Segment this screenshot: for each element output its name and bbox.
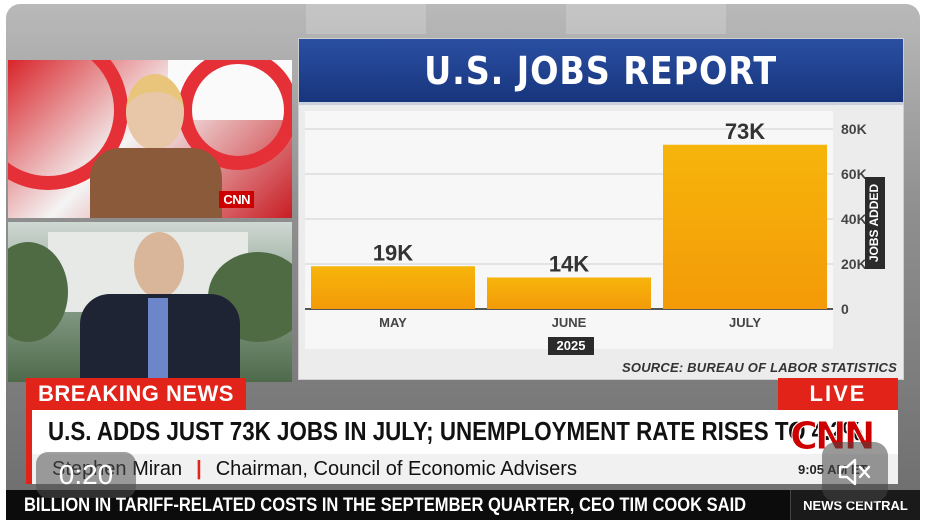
anchor-video-panel: CNN bbox=[8, 60, 292, 218]
mute-button[interactable] bbox=[822, 442, 888, 502]
chart-title: U.S. JOBS REPORT bbox=[424, 48, 778, 93]
guest-nameplate: Stephen Miran | Chairman, Council of Eco… bbox=[26, 454, 784, 484]
bar-may bbox=[311, 266, 475, 309]
axes: 0 20K 40K 60K 80K MAY JUNE JULY bbox=[379, 121, 867, 330]
news-ticker: BILLION IN TARIFF-RELATED COSTS IN THE S… bbox=[6, 490, 920, 520]
bars bbox=[311, 144, 827, 309]
y-tick-label: 80K bbox=[841, 121, 867, 137]
guest-title: Chairman, Council of Economic Advisers bbox=[215, 457, 577, 480]
y-tick-label: 60K bbox=[841, 166, 867, 182]
ticker-brand: NEWS CENTRAL bbox=[790, 490, 920, 520]
ticker-text: BILLION IN TARIFF-RELATED COSTS IN THE S… bbox=[24, 495, 747, 516]
data-labels: 19K 14K 73K bbox=[373, 119, 765, 277]
y-tick-label: 0 bbox=[841, 301, 849, 317]
speaker-muted-icon bbox=[838, 458, 871, 486]
bar-july bbox=[663, 144, 827, 309]
guest-video-panel bbox=[8, 222, 292, 382]
x-axis-year-label: 2025 bbox=[557, 338, 586, 353]
anchor-cnn-bug: CNN bbox=[219, 191, 254, 208]
video-timestamp: 0:20 bbox=[36, 452, 136, 498]
chart-title-bar: U.S. JOBS REPORT bbox=[299, 39, 903, 105]
chart-source: SOURCE: BUREAU OF LABOR STATISTICS bbox=[622, 360, 897, 375]
bar-june bbox=[487, 277, 651, 309]
y-tick-label: 40K bbox=[841, 211, 867, 227]
x-tick-label: JULY bbox=[729, 315, 761, 330]
bar-value-label: 73K bbox=[725, 119, 765, 144]
bar-value-label: 19K bbox=[373, 240, 413, 265]
nameplate-separator: | bbox=[196, 457, 202, 480]
breaking-news-label: BREAKING NEWS bbox=[26, 378, 246, 410]
headline-text: U.S. ADDS JUST 73K JOBS IN JULY; UNEMPLO… bbox=[48, 416, 863, 446]
year-label-box bbox=[548, 337, 594, 355]
y-axis-label-box bbox=[865, 177, 885, 269]
jobs-chart-panel: U.S. JOBS REPORT 19K 14K 73K 0 20K 40K 60K 80K… bbox=[298, 38, 904, 380]
y-tick-label: 20K bbox=[841, 256, 867, 272]
live-badge: LIVE bbox=[778, 378, 898, 410]
y-axis-label: JOBS ADDED bbox=[867, 184, 881, 263]
x-tick-label: MAY bbox=[379, 315, 407, 330]
jobs-bar-chart: 19K 14K 73K 0 20K 40K 60K 80K MAY JUNE JULY JOBS … bbox=[305, 111, 885, 355]
bar-value-label: 14K bbox=[549, 252, 589, 277]
x-tick-label: JUNE bbox=[552, 315, 587, 330]
headline-bar: U.S. ADDS JUST 73K JOBS IN JULY; UNEMPLO… bbox=[26, 410, 898, 454]
